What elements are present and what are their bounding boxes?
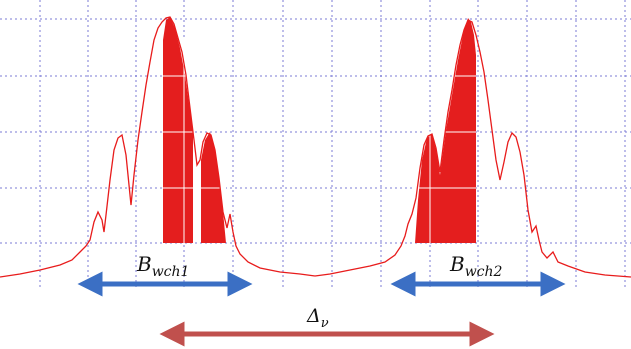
delta-sub: ν <box>321 316 329 331</box>
fill-segment-lines <box>163 40 476 243</box>
bw2-sub: wch2 <box>465 264 503 280</box>
delta-main: Δ <box>306 305 321 327</box>
channel1-fill <box>163 17 226 243</box>
bandwidth-label-1: Bwch1 <box>136 252 189 280</box>
bw1-main: B <box>136 252 152 276</box>
bw2-main: B <box>449 252 465 276</box>
spectrum-1 <box>0 16 316 278</box>
channel-spacing-label: Δν <box>306 305 329 331</box>
grid <box>0 0 631 290</box>
bw1-sub: wch1 <box>152 264 190 280</box>
spectrum-2 <box>314 19 631 278</box>
bandwidth-label-2: Bwch2 <box>449 252 503 280</box>
